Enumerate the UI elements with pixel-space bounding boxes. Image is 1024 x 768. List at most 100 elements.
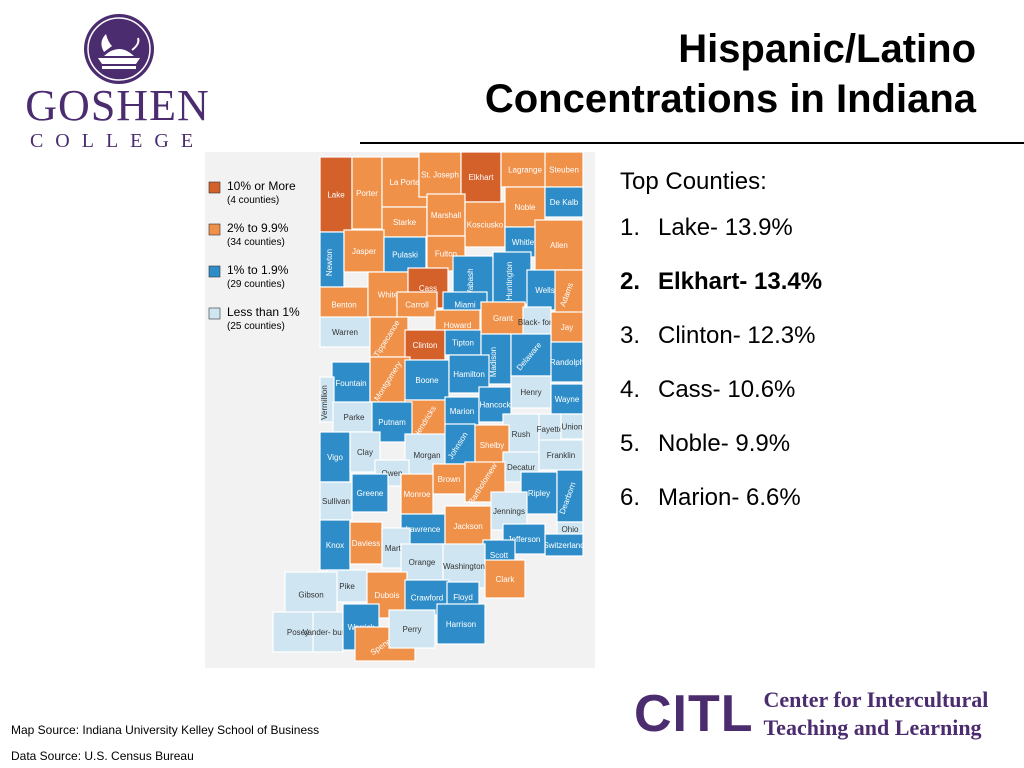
county-label: Shelby	[480, 441, 504, 450]
county-tipton: Tipton	[444, 329, 482, 356]
map-legend: 10% or More (4 counties) 2% to 9.9% (34 …	[208, 179, 300, 332]
data-source: Data Source: U.S. Census Bureau	[11, 749, 194, 763]
county-label: Grant	[493, 314, 514, 323]
title-divider	[360, 142, 1024, 144]
county-jasper: Jasper	[343, 229, 385, 273]
county-label: Wayne	[555, 395, 580, 404]
county-label: Boone	[415, 376, 439, 385]
county-kosciusko: Kosciusko	[464, 201, 506, 248]
county-label: Brown	[438, 475, 461, 484]
county-label: Noble	[515, 203, 536, 212]
county-shape	[522, 306, 552, 338]
county-label: Fulton	[435, 250, 457, 259]
county-carroll: Carroll	[396, 291, 438, 318]
county-label: Henry	[520, 388, 541, 397]
county-label: Miami	[454, 301, 476, 310]
citl-logo: CITL Center for Intercultural Teaching a…	[634, 686, 988, 742]
county-jay: Jay	[550, 311, 584, 343]
county-shape	[460, 152, 502, 203]
county-label: St. Joseph	[421, 171, 459, 180]
county-shape	[544, 186, 584, 218]
county-label: Newton	[325, 249, 334, 276]
county-label: Monroe	[403, 490, 431, 499]
county-label: Washington	[443, 562, 485, 571]
list-item: 4. Cass- 10.6%	[620, 376, 822, 430]
county-label: Cass	[419, 284, 437, 293]
county-starke: Starke	[381, 206, 428, 238]
county-shape	[349, 521, 383, 565]
county-label: Putnam	[378, 418, 406, 427]
county-warren: Warren	[319, 316, 371, 348]
county-shape	[560, 413, 584, 440]
county-switzerland: Switzerland	[543, 533, 585, 557]
county-label: Switzerland	[543, 541, 584, 550]
list-item-number: 5.	[620, 430, 641, 457]
county-label: Starke	[393, 218, 417, 227]
county-label: Pike	[339, 582, 355, 591]
county-steuben: Steuben	[544, 152, 584, 188]
county-shape	[396, 291, 438, 318]
county-shape	[550, 311, 584, 343]
legend-count-1-to-1: (29 counties)	[227, 279, 285, 290]
county-label: Rush	[512, 430, 531, 439]
county-shape	[484, 559, 526, 599]
county-brown: Brown	[432, 463, 466, 495]
county-label: Jennings	[493, 507, 525, 516]
county-label: Greene	[357, 489, 384, 498]
county-label: Decatur	[507, 463, 535, 472]
county-shape	[432, 463, 466, 495]
county-label: Howard	[444, 321, 472, 330]
county-clinton: Clinton	[404, 329, 446, 361]
county-henry: Henry	[510, 375, 552, 409]
county-clark: Clark	[484, 559, 526, 599]
list-item-number: 6.	[620, 484, 641, 511]
county-label: Elkhart	[469, 173, 495, 182]
county-stjoseph: St. Joseph	[418, 152, 462, 198]
legend-count-10-plus: (4 counties)	[227, 195, 279, 206]
lamp-seal-icon	[84, 14, 154, 84]
legend-label-2-to-9: 2% to 9.9%	[227, 221, 289, 235]
county-wayne: Wayne	[550, 383, 584, 415]
top-counties-list: Top Counties: 1. Lake- 13.9% 2. Elkhart-…	[620, 168, 822, 538]
county-shape	[319, 231, 345, 288]
county-shape	[388, 609, 436, 649]
county-johnson: Johnson	[444, 423, 476, 465]
county-pulaski: Pulaski	[383, 236, 427, 273]
county-allen: Allen	[534, 219, 584, 271]
county-label: Clay	[357, 448, 373, 457]
legend-count-under-1: (25 counties)	[227, 321, 285, 332]
county-shape	[444, 423, 476, 465]
county-label: Steuben	[549, 166, 579, 175]
list-item-number: 3.	[620, 322, 641, 349]
county-union: Union	[560, 413, 584, 440]
county-sullivan: Sullivan	[319, 481, 353, 521]
county-parke: Parke	[332, 401, 376, 433]
slide-title: Hispanic/Latino Concentrations in Indian…	[485, 24, 976, 124]
county-label: Randolph	[550, 358, 584, 367]
county-label: Jay	[561, 323, 573, 332]
county-shape	[436, 603, 486, 645]
county-label: Benton	[331, 301, 356, 310]
county-delaware: Delaware	[510, 333, 552, 377]
citl-line-2: Teaching and Learning	[763, 715, 982, 740]
county-shape	[448, 354, 490, 394]
county-shape	[556, 469, 584, 523]
list-item-text: Marion- 6.6%	[658, 484, 801, 511]
county-boone: Boone	[404, 359, 450, 401]
county-label: Ripley	[528, 489, 550, 498]
college-wordmark: COLLEGE	[29, 130, 206, 152]
county-daviess: Daviess	[349, 521, 383, 565]
list-item: 5. Noble- 9.9%	[620, 430, 822, 484]
county-label: Lake	[327, 191, 345, 200]
county-label: Daviess	[352, 539, 380, 548]
county-label: Sullivan	[322, 497, 350, 506]
county-vermillion: Vermillion	[319, 376, 335, 423]
county-harrison: Harrison	[436, 603, 486, 645]
legend-label-under-1: Less than 1%	[227, 305, 300, 319]
legend-swatch-2-to-9	[208, 223, 221, 236]
county-label: Posey	[287, 628, 309, 637]
county-label: Dubois	[375, 591, 400, 600]
county-shape	[464, 461, 506, 503]
legend-swatch-1-to-1	[208, 265, 221, 278]
